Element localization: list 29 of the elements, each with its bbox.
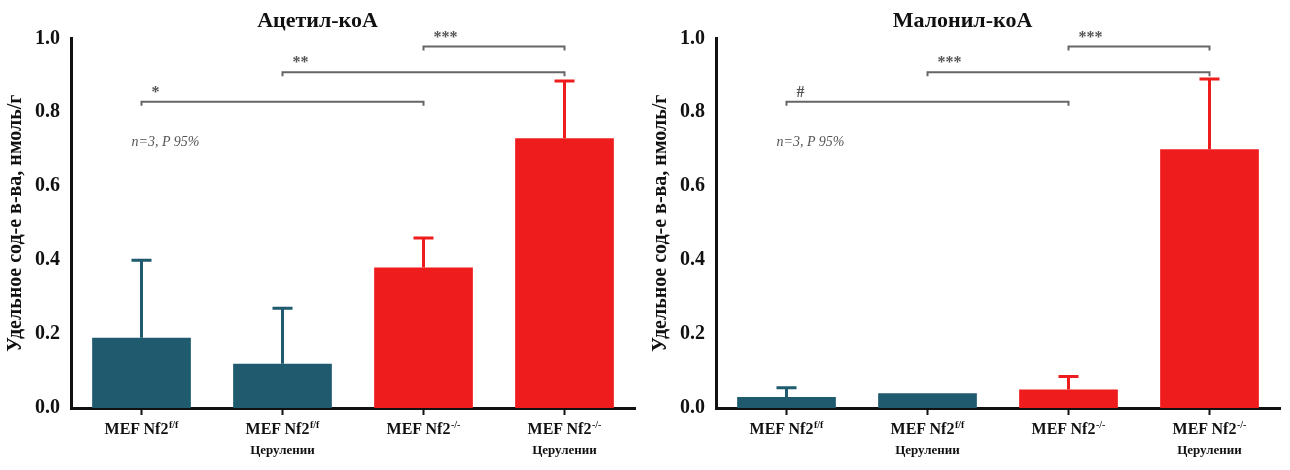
- annotation: ***: [937, 53, 962, 71]
- annotation: **: [292, 53, 309, 71]
- x-tick-label: MEF Nf2-/-: [386, 418, 461, 437]
- y-tick-label: 0.2: [35, 321, 60, 344]
- annotation: #: [796, 82, 805, 100]
- bar: [878, 393, 977, 408]
- y-tick-label: 0.8: [680, 99, 705, 122]
- y-tick-label: 0.8: [35, 99, 60, 122]
- y-tick-label: 0.4: [35, 247, 60, 270]
- y-tick-label: 0.6: [680, 173, 705, 196]
- category-label: MEF Nf2-/- Церулении: [527, 418, 602, 457]
- annotation: n=3, P 95%: [131, 133, 200, 149]
- y-tick-label: 0.4: [680, 247, 705, 270]
- annotation: ***: [433, 27, 458, 45]
- y-tick-label: 1.0: [35, 25, 60, 48]
- chart-title: Малонил-коA: [892, 6, 1033, 32]
- chart-title: Ацетил-коA: [257, 6, 378, 32]
- y-tick-label: 0.0: [35, 395, 60, 418]
- y-tick-label: 1.0: [680, 25, 705, 48]
- y-axis-title: Удельное сод-е в-ва, нмоль/г: [3, 94, 26, 352]
- y-tick-label: 0.0: [680, 395, 705, 418]
- annotation: *: [151, 82, 160, 100]
- x-tick-label: MEF Nf2-/-: [1031, 418, 1106, 437]
- y-tick-label: 0.6: [35, 173, 60, 196]
- annotation: n=3, P 95%: [776, 133, 845, 149]
- y-axis-title: Удельное сод-е в-ва, нмоль/г: [648, 94, 671, 352]
- category-label: MEF Nf2-/- Церулении: [1172, 418, 1247, 457]
- y-tick-label: 0.2: [680, 321, 705, 344]
- annotation: ***: [1078, 27, 1103, 45]
